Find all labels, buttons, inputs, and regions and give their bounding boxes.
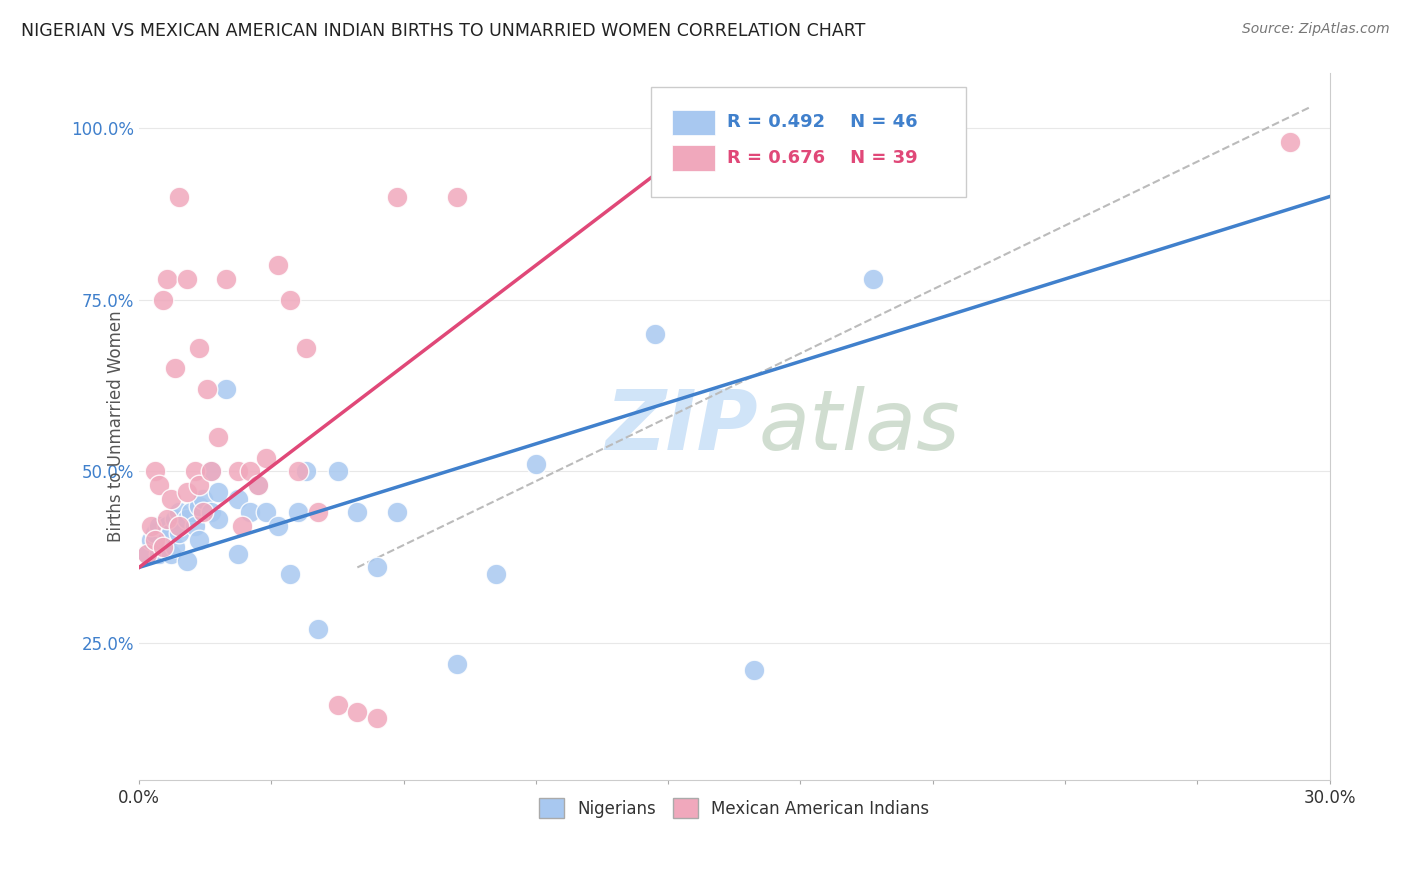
Point bbox=[385, 189, 408, 203]
Point bbox=[183, 519, 205, 533]
Point bbox=[200, 506, 222, 520]
Point bbox=[446, 189, 468, 203]
Point bbox=[207, 484, 229, 499]
Point bbox=[160, 547, 183, 561]
Point bbox=[346, 506, 368, 520]
Point bbox=[156, 519, 179, 533]
Point bbox=[160, 526, 183, 541]
Point bbox=[187, 478, 209, 492]
Point bbox=[278, 567, 301, 582]
Point bbox=[524, 458, 547, 472]
Point bbox=[254, 450, 277, 465]
Point bbox=[156, 512, 179, 526]
Point bbox=[278, 293, 301, 307]
Point bbox=[176, 553, 198, 567]
Point bbox=[226, 464, 249, 478]
Point bbox=[156, 272, 179, 286]
Point bbox=[267, 519, 290, 533]
Point bbox=[247, 478, 270, 492]
Point bbox=[176, 272, 198, 286]
Point bbox=[187, 499, 209, 513]
FancyBboxPatch shape bbox=[651, 87, 966, 197]
Point bbox=[1278, 135, 1301, 149]
Point bbox=[247, 478, 270, 492]
Point bbox=[287, 464, 309, 478]
Point bbox=[167, 506, 190, 520]
Point bbox=[143, 533, 166, 547]
Point bbox=[160, 491, 183, 506]
Point bbox=[180, 506, 202, 520]
Point bbox=[366, 560, 388, 574]
Point bbox=[143, 526, 166, 541]
Point bbox=[176, 512, 198, 526]
Point bbox=[163, 361, 186, 376]
Point bbox=[446, 657, 468, 671]
FancyBboxPatch shape bbox=[672, 145, 716, 170]
Point bbox=[183, 464, 205, 478]
Point bbox=[163, 512, 186, 526]
Point bbox=[239, 506, 262, 520]
Point bbox=[307, 622, 329, 636]
FancyBboxPatch shape bbox=[672, 110, 716, 136]
Point bbox=[148, 547, 170, 561]
Text: R = 0.676    N = 39: R = 0.676 N = 39 bbox=[727, 149, 918, 167]
Point bbox=[366, 711, 388, 725]
Point bbox=[200, 464, 222, 478]
Point bbox=[215, 272, 238, 286]
Point bbox=[385, 506, 408, 520]
Point bbox=[195, 382, 218, 396]
Point bbox=[326, 464, 349, 478]
Point bbox=[644, 326, 666, 341]
Point bbox=[148, 478, 170, 492]
Point bbox=[191, 506, 214, 520]
Y-axis label: Births to Unmarried Women: Births to Unmarried Women bbox=[107, 310, 125, 542]
Point bbox=[139, 533, 162, 547]
Point bbox=[167, 519, 190, 533]
Point bbox=[136, 547, 159, 561]
Text: Source: ZipAtlas.com: Source: ZipAtlas.com bbox=[1241, 22, 1389, 37]
Point bbox=[200, 464, 222, 478]
Point bbox=[176, 484, 198, 499]
Point bbox=[267, 258, 290, 272]
Point bbox=[187, 341, 209, 355]
Point bbox=[207, 430, 229, 444]
Point bbox=[167, 526, 190, 541]
Point bbox=[152, 540, 174, 554]
Point bbox=[231, 519, 253, 533]
Point bbox=[254, 506, 277, 520]
Point bbox=[207, 512, 229, 526]
Point bbox=[156, 533, 179, 547]
Point bbox=[187, 533, 209, 547]
Text: NIGERIAN VS MEXICAN AMERICAN INDIAN BIRTHS TO UNMARRIED WOMEN CORRELATION CHART: NIGERIAN VS MEXICAN AMERICAN INDIAN BIRT… bbox=[21, 22, 866, 40]
Point bbox=[191, 491, 214, 506]
Point bbox=[143, 464, 166, 478]
Point bbox=[742, 664, 765, 678]
Point bbox=[294, 464, 316, 478]
Point bbox=[226, 547, 249, 561]
Point bbox=[346, 705, 368, 719]
Point bbox=[152, 293, 174, 307]
Legend: Nigerians, Mexican American Indians: Nigerians, Mexican American Indians bbox=[533, 791, 936, 825]
Point bbox=[294, 341, 316, 355]
Point bbox=[136, 547, 159, 561]
Point bbox=[148, 519, 170, 533]
Text: R = 0.492    N = 46: R = 0.492 N = 46 bbox=[727, 113, 918, 131]
Point bbox=[167, 189, 190, 203]
Point bbox=[287, 506, 309, 520]
Point bbox=[485, 567, 508, 582]
Point bbox=[862, 272, 884, 286]
Point bbox=[163, 540, 186, 554]
Text: ZIP: ZIP bbox=[606, 386, 758, 467]
Text: atlas: atlas bbox=[758, 386, 960, 467]
Point bbox=[139, 519, 162, 533]
Point bbox=[226, 491, 249, 506]
Point bbox=[307, 506, 329, 520]
Point bbox=[239, 464, 262, 478]
Point bbox=[152, 540, 174, 554]
Point bbox=[326, 698, 349, 712]
Point bbox=[215, 382, 238, 396]
